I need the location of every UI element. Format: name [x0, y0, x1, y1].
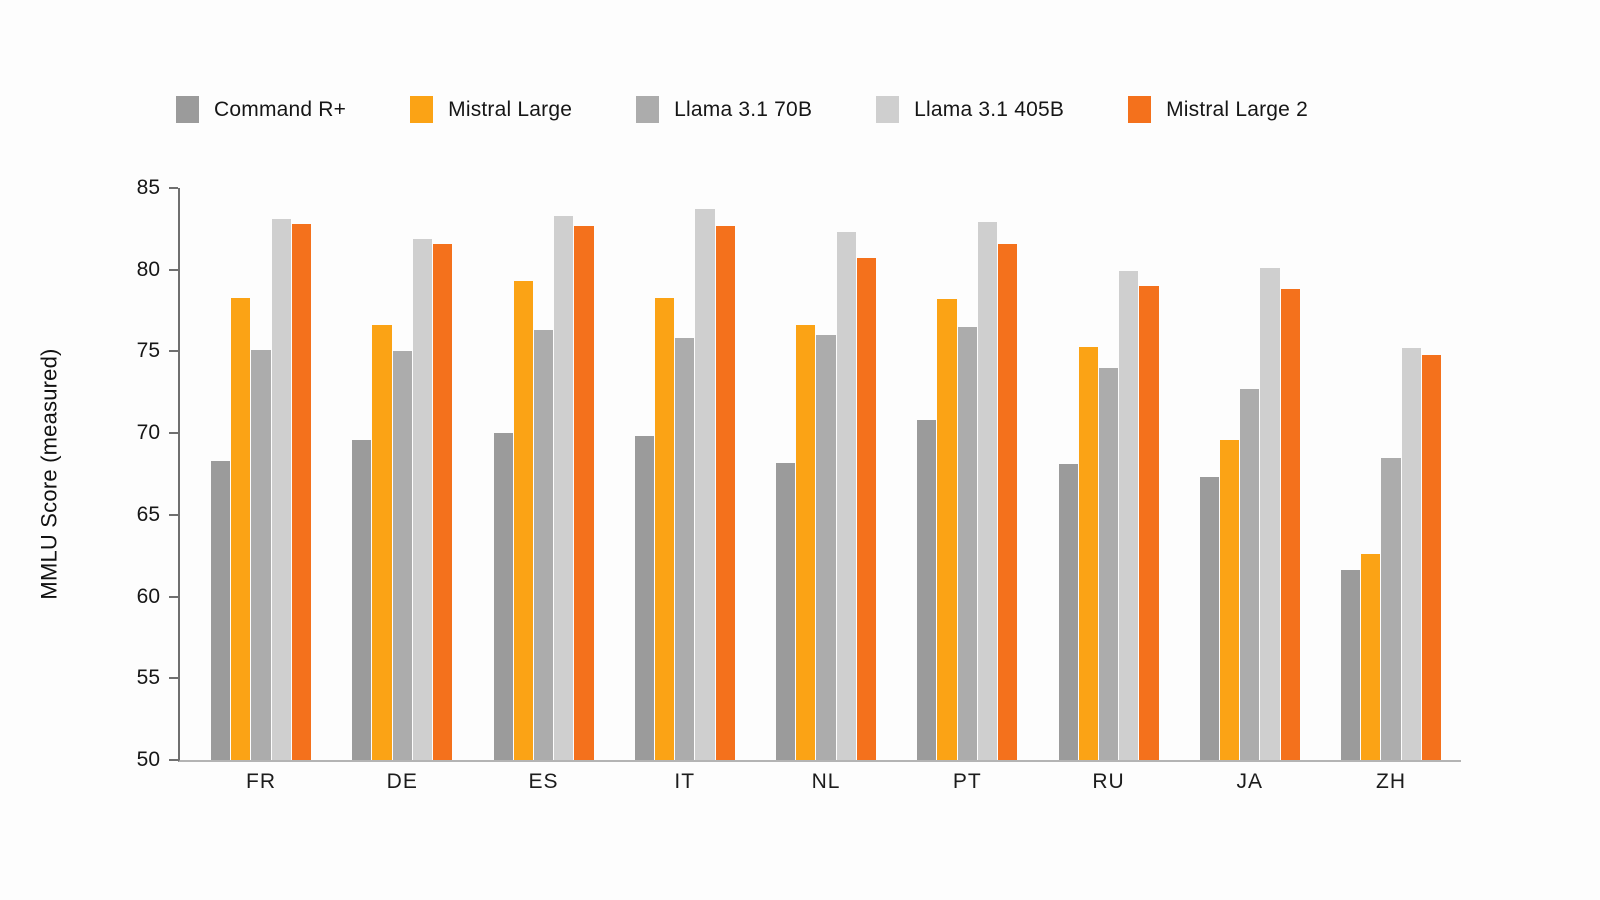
bar-zh-series-1	[1361, 554, 1381, 760]
bar-nl-series-0	[776, 462, 796, 760]
x-tick-label: RU	[1092, 770, 1125, 793]
legend-item: Llama 3.1 405B	[876, 96, 1064, 123]
y-tick-mark	[169, 595, 178, 598]
y-axis-title: MMLU Score (measured)	[20, 188, 80, 760]
plot-area: 50 55 60 65 70 75 80 85 FR DE ES IT NL PT RU JA ZH	[137, 176, 1461, 793]
legend-item: Llama 3.1 70B	[636, 96, 812, 123]
legend: Command R+ Mistral Large Llama 3.1 70B Llam…	[176, 96, 1308, 123]
bar-group-it	[634, 188, 735, 760]
bar-group-zh	[1341, 188, 1442, 760]
bar-es-series-1	[513, 281, 533, 760]
bar-ja-series-3	[1260, 268, 1280, 760]
bar-ru-series-2	[1098, 367, 1119, 760]
bar-zh-series-2	[1381, 457, 1401, 760]
bar-fr-series-4	[291, 223, 312, 760]
legend-swatch-icon	[1128, 96, 1152, 123]
bar-es-series-3	[554, 215, 574, 760]
bar-ru-series-0	[1058, 464, 1078, 760]
y-tick-label: 75	[136, 339, 160, 363]
bar-ru-series-3	[1119, 271, 1139, 760]
legend-item: Mistral Large	[410, 96, 572, 123]
y-tick-mark	[169, 513, 178, 516]
y-tick-label: 65	[136, 502, 160, 526]
y-tick-mark	[169, 187, 178, 189]
legend-item: Command R+	[176, 96, 346, 123]
bar-it-series-1	[654, 297, 675, 760]
bar-pt-series-0	[917, 420, 937, 760]
bar-it-series-3	[695, 209, 715, 760]
bar-fr-series-3	[271, 219, 291, 760]
y-tick-label: 50	[136, 748, 160, 771]
bar-de-series-3	[412, 238, 433, 760]
x-tick-label: PT	[952, 770, 982, 793]
y-tick-mark	[169, 268, 178, 271]
y-tick-label: 70	[136, 421, 160, 445]
legend-swatch-icon	[636, 96, 660, 123]
legend-swatch-icon	[876, 96, 900, 123]
y-axis-title-text: MMLU Score (measured)	[37, 348, 62, 600]
bar-pt-series-2	[957, 326, 977, 760]
y-tick-label: 60	[136, 584, 160, 608]
bar-ja-series-0	[1199, 477, 1219, 760]
bar-group-de	[352, 188, 453, 760]
bar-ja-series-1	[1219, 439, 1240, 760]
bar-pt-series-4	[998, 243, 1018, 760]
bar-zh-series-0	[1341, 570, 1361, 760]
y-tick-label: 80	[136, 257, 160, 281]
y-tick-label: 85	[136, 176, 160, 199]
bar-fr-series-2	[251, 349, 271, 760]
x-tick-label: IT	[674, 770, 696, 793]
bar-es-series-0	[493, 433, 513, 760]
bar-group-nl	[776, 188, 877, 760]
bar-pt-series-1	[937, 299, 957, 760]
bar-ru-series-1	[1078, 346, 1098, 760]
bar-fr-series-1	[231, 297, 251, 760]
legend-label: Command R+	[214, 97, 347, 121]
y-tick-mark	[169, 350, 178, 353]
bar-de-series-2	[392, 351, 412, 760]
bar-nl-series-4	[856, 258, 877, 760]
x-tick-label: JA	[1236, 770, 1263, 793]
x-tick-label: NL	[811, 770, 841, 793]
bar-zh-series-3	[1401, 348, 1421, 760]
bar-nl-series-2	[816, 335, 836, 760]
x-tick-label: ZH	[1376, 770, 1406, 793]
bar-es-series-2	[533, 330, 554, 760]
y-tick-mark	[169, 759, 178, 761]
x-tick-label: DE	[386, 770, 418, 793]
bar-it-series-0	[634, 436, 654, 760]
bar-es-series-4	[574, 225, 594, 760]
bar-group-fr	[211, 188, 312, 760]
bar-ja-series-4	[1280, 289, 1300, 760]
bar-ru-series-4	[1139, 286, 1159, 760]
x-tick-label: FR	[246, 770, 276, 793]
bar-nl-series-3	[836, 232, 856, 760]
legend-item: Mistral Large 2	[1128, 96, 1308, 123]
legend-label: Llama 3.1 405B	[914, 97, 1065, 121]
bar-group-ja	[1199, 188, 1300, 760]
bar-ja-series-2	[1240, 389, 1260, 760]
legend-swatch-icon	[410, 96, 434, 123]
bar-group-pt	[917, 188, 1018, 760]
bar-group-ru	[1058, 188, 1159, 760]
bar-de-series-1	[372, 325, 392, 760]
legend-label: Llama 3.1 70B	[674, 97, 813, 121]
bar-it-series-2	[675, 338, 695, 760]
legend-swatch-icon	[176, 96, 199, 123]
bar-de-series-4	[433, 243, 453, 760]
bar-de-series-0	[352, 439, 372, 760]
bar-fr-series-0	[211, 460, 231, 760]
bar-zh-series-4	[1421, 354, 1442, 760]
y-tick-mark	[169, 677, 178, 680]
x-tick-label: ES	[528, 770, 559, 793]
y-tick-mark	[169, 432, 178, 435]
bar-it-series-4	[715, 225, 735, 760]
bar-pt-series-3	[977, 222, 998, 760]
bar-group-es	[493, 188, 594, 760]
y-tick-label: 55	[136, 666, 160, 690]
bar-nl-series-1	[796, 325, 816, 760]
legend-label: Mistral Large 2	[1166, 97, 1308, 121]
legend-label: Mistral Large	[448, 97, 573, 121]
